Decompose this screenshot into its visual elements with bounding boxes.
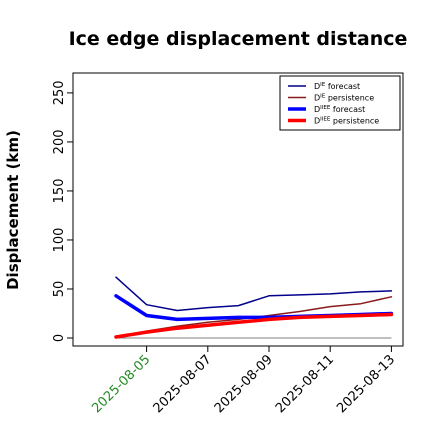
- legend-entry: DIE forecast: [314, 82, 360, 91]
- series-line-4: [114, 312, 394, 339]
- x-tick-label: 2025-08-07: [151, 352, 215, 416]
- chart-title: Ice edge displacement distance: [69, 28, 408, 50]
- legend-entry: DIIEE forecast: [314, 105, 365, 114]
- y-axis: 0 50 100 150 200 250: [52, 80, 73, 342]
- legend-box: [279, 75, 401, 131]
- y-axis-label: Displacement (km): [4, 130, 22, 290]
- x-tick-label: 2025-08-11: [273, 352, 337, 416]
- plot-area-frame: [72, 72, 404, 347]
- y-tick-label: 200: [52, 130, 67, 155]
- legend-entry: DIE persistence: [314, 94, 374, 103]
- y-tick-label: 250: [52, 80, 67, 105]
- legend-entry: DIIEE persistence: [314, 117, 379, 126]
- series-layer: [114, 276, 394, 339]
- x-tick-label: 2025-08-09: [212, 352, 276, 416]
- y-tick-label: 0: [52, 334, 67, 342]
- series-line-1: [115, 276, 393, 312]
- legend: DIE forecast DIE persistence DIIEE forecas…: [279, 75, 401, 131]
- x-axis: 2025-08-052025-08-072025-08-092025-08-11…: [89, 346, 398, 416]
- y-tick-label: 150: [52, 179, 67, 204]
- y-tick-label: 100: [52, 228, 67, 253]
- y-tick-label: 50: [52, 281, 67, 298]
- x-tick-label: 2025-08-13: [334, 352, 398, 416]
- x-tick-label: 2025-08-05: [89, 352, 153, 416]
